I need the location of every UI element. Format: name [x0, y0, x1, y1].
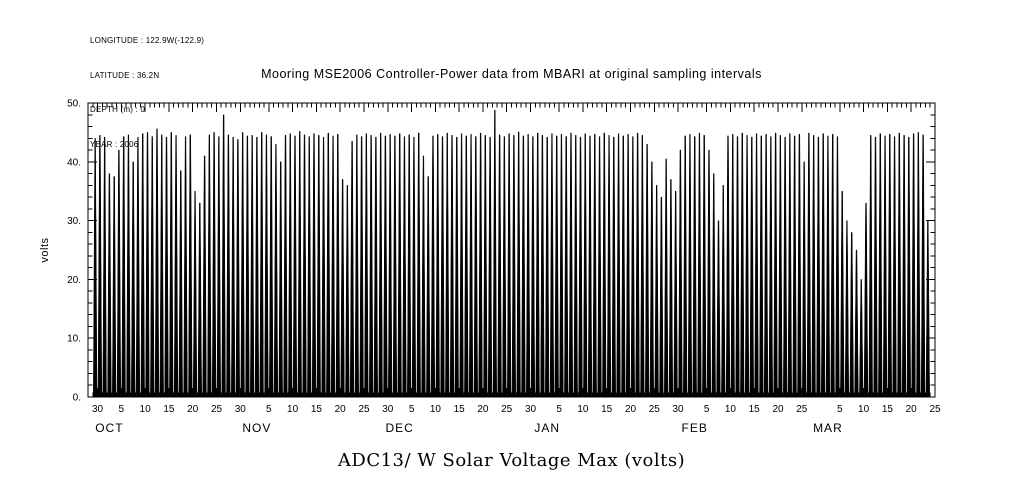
x-tick-label: 20 [625, 404, 637, 415]
x-tick-label: 10 [430, 404, 442, 415]
x-tick-label: 5 [119, 404, 125, 415]
x-tick-label: 10 [140, 404, 152, 415]
month-labels: OCT NOV DEC JAN FEB MAR [95, 421, 843, 435]
meta-depth: DEPTH (m) : 0 [90, 105, 146, 114]
y-tick-label: 10. [67, 334, 81, 345]
x-month-label: NOV [242, 421, 271, 435]
y-tick-label: 50. [67, 99, 81, 110]
x-tick-label: 10 [287, 404, 299, 415]
y-tick-label: 20. [67, 275, 81, 286]
x-tick-label: 5 [266, 404, 272, 415]
y-tick-label: 40. [67, 157, 81, 168]
x-tick-label: 5 [704, 404, 710, 415]
x-month-label: FEB [682, 421, 708, 435]
x-tick-label: 15 [882, 404, 894, 415]
x-tick-label: 30 [382, 404, 394, 415]
x-tick-label: 15 [454, 404, 466, 415]
x-tick-label: 30 [525, 404, 537, 415]
x-month-label: OCT [95, 421, 123, 435]
x-tick-label: 10 [725, 404, 737, 415]
x-tick-label: 25 [501, 404, 513, 415]
x-tick-label: 20 [477, 404, 489, 415]
x-tick-label: 30 [92, 404, 104, 415]
x-tick-label: 5 [409, 404, 415, 415]
x-tick-label: 5 [837, 404, 843, 415]
x-tick-label: 10 [577, 404, 589, 415]
x-tick-label: 25 [358, 404, 370, 415]
x-tick-label: 20 [772, 404, 784, 415]
y-tick-labels: 0. 10. 20. 30. 40. 50. [67, 99, 81, 404]
x-tick-label: 25 [211, 404, 223, 415]
bottom-axis-title: ADC13/ W Solar Voltage Max (volts) [337, 450, 686, 471]
x-tick-label: 25 [929, 404, 941, 415]
x-tick-label: 15 [311, 404, 323, 415]
chart-title: Mooring MSE2006 Controller-Power data fr… [261, 67, 762, 81]
x-tick-label: 10 [858, 404, 870, 415]
x-tick-label: 15 [601, 404, 613, 415]
meta-longitude: LONGITUDE : 122.9W(-122.9) [90, 36, 205, 45]
meta-latitude: LATITUDE : 36.2N [90, 70, 160, 80]
x-tick-label: 30 [672, 404, 684, 415]
x-tick-label: 5 [556, 404, 562, 415]
x-tick-labels: 30 5 10 15 20 25 30 5 10 15 20 25 30 5 10 15 20 25 30 5 10 15… [92, 404, 941, 415]
x-tick-label: 20 [187, 404, 199, 415]
y-tick-label: 30. [67, 216, 81, 227]
x-tick-label: 30 [235, 404, 247, 415]
y-tick-label: 0. [73, 393, 81, 404]
x-tick-label: 20 [335, 404, 347, 415]
x-tick-label: 25 [649, 404, 661, 415]
x-month-label: MAR [813, 421, 843, 435]
x-tick-label: 25 [796, 404, 808, 415]
axis-ticks [87, 102, 936, 398]
voltage-series [93, 109, 930, 398]
x-month-label: JAN [534, 421, 560, 435]
x-tick-label: 15 [163, 404, 175, 415]
x-tick-label: 20 [906, 404, 918, 415]
x-tick-label: 15 [749, 404, 761, 415]
x-month-label: DEC [386, 421, 414, 435]
